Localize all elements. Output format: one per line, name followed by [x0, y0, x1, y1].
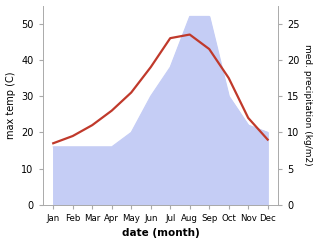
X-axis label: date (month): date (month)	[121, 228, 199, 238]
Y-axis label: med. precipitation (kg/m2): med. precipitation (kg/m2)	[303, 44, 313, 166]
Y-axis label: max temp (C): max temp (C)	[5, 71, 16, 139]
